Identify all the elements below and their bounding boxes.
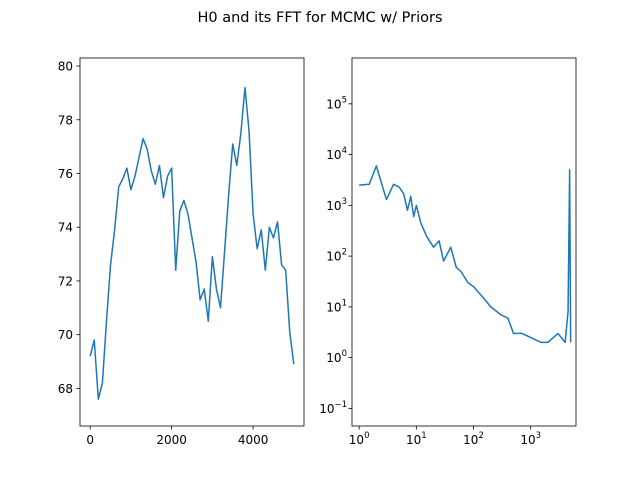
figure-title: H0 and its FFT for MCMC w/ Priors bbox=[197, 10, 442, 26]
fft-frame bbox=[351, 57, 577, 427]
y-tick-label: 78 bbox=[58, 113, 73, 127]
x-tick-exponent: 2 bbox=[478, 431, 483, 441]
x-tick-exponent: 3 bbox=[536, 431, 541, 441]
y-tick-label: 10−1 bbox=[319, 400, 347, 416]
y-tick-exponent: −1 bbox=[334, 400, 347, 410]
fft-plot-area bbox=[359, 165, 572, 344]
y-tick-label: 80 bbox=[58, 60, 73, 74]
h0-trace-plot-area bbox=[89, 86, 295, 400]
h0-trace-ticks: 0 2000 4000 68 70 72 74 76 78 80 bbox=[58, 60, 269, 447]
x-tick-exponent: 0 bbox=[364, 431, 369, 441]
y-tick-exponent: 5 bbox=[342, 95, 347, 105]
y-tick-label: 70 bbox=[58, 328, 73, 342]
fft-line-0 bbox=[359, 165, 572, 344]
x-tick-label: 0 bbox=[86, 433, 94, 447]
y-tick-exponent: 2 bbox=[342, 248, 347, 258]
h0-trace-axes: 0 2000 4000 68 70 72 74 76 78 80 bbox=[58, 57, 305, 447]
y-tick-exponent: 4 bbox=[342, 146, 347, 156]
x-tick-exponent: 1 bbox=[421, 431, 426, 441]
y-tick-label: 72 bbox=[58, 274, 73, 288]
y-tick-label: 101 bbox=[326, 298, 347, 314]
x-tick-label: 4000 bbox=[238, 433, 269, 447]
y-tick-label: 76 bbox=[58, 167, 73, 181]
y-tick-exponent: 3 bbox=[342, 197, 347, 207]
h0-trace-frame bbox=[79, 57, 305, 427]
y-tick-exponent: 0 bbox=[342, 349, 347, 359]
h0-trace-line-0 bbox=[89, 86, 295, 400]
y-tick-label: 105 bbox=[326, 95, 347, 111]
y-tick-label: 102 bbox=[326, 248, 347, 264]
y-tick-exponent: 1 bbox=[342, 298, 347, 308]
x-tick-label: 2000 bbox=[156, 433, 187, 447]
y-tick-label: 104 bbox=[326, 146, 347, 162]
y-tick-label: 74 bbox=[58, 221, 73, 235]
y-tick-label: 100 bbox=[326, 349, 347, 365]
y-tick-label: 68 bbox=[58, 382, 73, 396]
y-tick-label: 103 bbox=[326, 197, 347, 213]
